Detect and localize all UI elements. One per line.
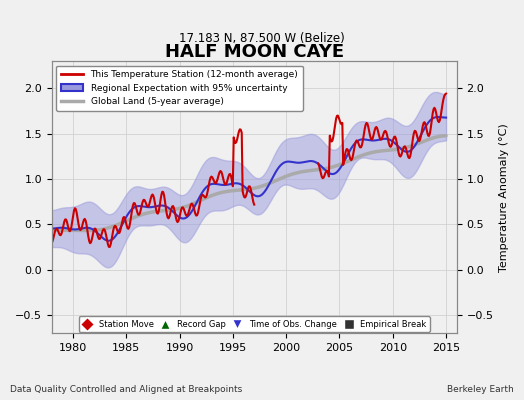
Text: Berkeley Earth: Berkeley Earth <box>447 385 514 394</box>
Text: Data Quality Controlled and Aligned at Breakpoints: Data Quality Controlled and Aligned at B… <box>10 385 243 394</box>
Title: HALF MOON CAYE: HALF MOON CAYE <box>165 43 344 61</box>
Y-axis label: Temperature Anomaly (°C): Temperature Anomaly (°C) <box>499 123 509 272</box>
Text: 17.183 N, 87.500 W (Belize): 17.183 N, 87.500 W (Belize) <box>179 32 345 45</box>
Legend: Station Move, Record Gap, Time of Obs. Change, Empirical Break: Station Move, Record Gap, Time of Obs. C… <box>79 316 430 332</box>
